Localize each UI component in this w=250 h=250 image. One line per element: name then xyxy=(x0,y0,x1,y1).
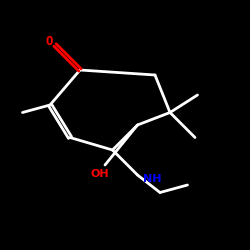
Text: NH: NH xyxy=(142,174,161,184)
Text: OH: OH xyxy=(91,169,109,179)
Text: O: O xyxy=(45,35,52,48)
